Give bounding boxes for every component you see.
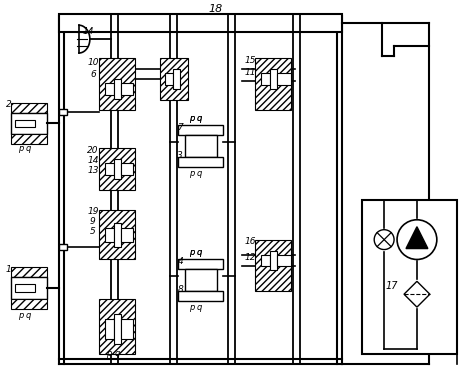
Bar [114,159,121,179]
Bar [114,314,121,344]
Bar [121,163,133,175]
Bar [178,259,223,270]
Bar [105,163,114,175]
Bar [11,267,47,277]
Bar [99,148,135,190]
Bar [11,277,47,299]
Text: p: p [18,311,23,320]
Text: 10: 10 [87,58,99,67]
Bar [362,200,457,354]
Text: 6: 6 [90,70,96,79]
Text: p: p [189,303,194,312]
Text: 17: 17 [386,281,398,291]
Text: p: p [189,169,194,178]
Text: 12: 12 [244,253,255,262]
Bar [114,79,121,99]
Text: q: q [197,114,202,123]
Text: 19: 19 [87,207,99,216]
Bar [277,73,291,85]
Text: 1: 1 [6,265,11,274]
Bar [277,254,291,267]
Text: p: p [189,114,194,123]
Bar [270,69,277,89]
Text: p: p [189,114,194,123]
Bar [255,58,291,110]
Bar [11,103,47,113]
Text: p: p [189,248,194,257]
Text: q: q [26,144,31,153]
Text: 14: 14 [87,156,99,165]
Text: 20: 20 [87,146,99,155]
Bar [178,126,223,135]
Bar [261,254,270,267]
Bar [15,120,35,127]
Bar [173,69,180,89]
Bar [99,299,135,354]
Polygon shape [406,227,428,248]
Text: 14: 14 [82,27,94,36]
Text: 18: 18 [208,4,222,14]
Bar [105,319,114,339]
Bar [105,228,114,242]
Text: q: q [197,303,202,312]
Bar [121,228,133,242]
Bar [121,83,133,95]
Text: q: q [26,311,31,320]
Bar [59,14,342,32]
Text: 8: 8 [177,285,183,294]
Bar [59,109,67,115]
Bar [11,113,47,135]
Text: p: p [106,349,111,358]
Text: p: p [18,144,23,153]
Bar [15,284,35,292]
Bar [11,299,47,309]
Text: 7: 7 [177,123,183,132]
Bar [185,135,217,157]
Text: q: q [197,169,202,178]
Text: 5: 5 [90,227,96,236]
Text: q: q [197,114,202,123]
Bar [255,240,291,291]
Bar [99,210,135,259]
Bar [121,319,133,339]
Text: 2: 2 [6,100,11,109]
Bar [114,223,121,247]
Text: q: q [197,248,202,257]
Text: 15: 15 [244,57,255,66]
Bar [261,73,270,85]
Text: 4: 4 [177,257,183,266]
Text: q: q [115,349,120,358]
Bar [105,83,114,95]
Text: 3: 3 [177,151,183,160]
Text: q: q [197,248,202,257]
Bar [11,135,47,144]
Bar [59,244,67,250]
Text: 16: 16 [244,237,255,246]
Bar [270,251,277,270]
Bar [178,291,223,301]
Bar [165,73,173,85]
Bar [99,58,135,110]
Text: p: p [189,248,194,257]
Text: 9: 9 [90,217,96,226]
Bar [178,157,223,167]
Bar [185,270,217,291]
Text: 11: 11 [244,68,255,77]
Text: 13: 13 [87,166,99,175]
Bar [161,58,188,100]
